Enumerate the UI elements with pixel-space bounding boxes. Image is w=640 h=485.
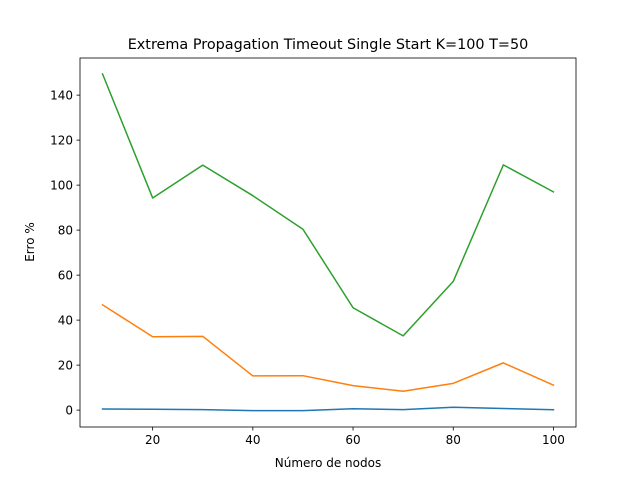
x-axis: 20 40 60 80 100 — [145, 427, 565, 447]
x-tick-label: 40 — [245, 433, 260, 447]
series-layer — [101, 72, 555, 412]
series-line-1 — [101, 406, 555, 412]
y-axis-label: Erro % — [23, 222, 37, 262]
y-tick-label: 120 — [50, 133, 73, 147]
series-line-2 — [101, 303, 555, 392]
plot-frame — [79, 57, 577, 428]
y-tick-label: 60 — [58, 268, 73, 282]
y-tick-label: 0 — [65, 403, 73, 417]
x-tick-label: 80 — [446, 433, 461, 447]
y-axis: 0 20 40 60 80 100 120 140 — [50, 88, 80, 417]
y-tick-label: 100 — [50, 178, 73, 192]
x-tick-label: 100 — [542, 433, 565, 447]
y-tick-label: 20 — [58, 358, 73, 372]
x-axis-label: Número de nodos — [275, 456, 381, 470]
chart-title: Extrema Propagation Timeout Single Start… — [128, 37, 529, 53]
y-tick-label: 80 — [58, 223, 73, 237]
y-tick-label: 140 — [50, 88, 73, 102]
x-tick-label: 20 — [145, 433, 160, 447]
x-tick-label: 60 — [345, 433, 360, 447]
y-tick-label: 40 — [58, 313, 73, 327]
series-line-3 — [101, 72, 555, 337]
